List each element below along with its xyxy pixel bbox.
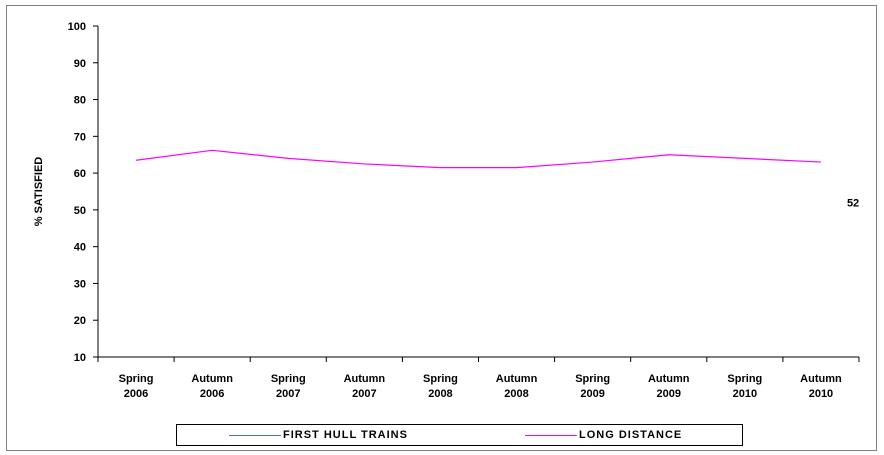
y-tick-label: 30	[74, 278, 86, 290]
x-tick-label: Autumn 2007	[344, 373, 386, 400]
y-tick-label: 40	[74, 242, 86, 254]
legend-item-long-distance: LONG DISTANCE	[525, 425, 682, 445]
y-tick-label: 60	[74, 168, 86, 180]
series-line-1	[135, 149, 821, 169]
legend-swatch-first-hull-trains	[229, 434, 281, 436]
x-tick-label: Autumn 2006	[191, 373, 233, 400]
y-ticks: 10 20 30 40 50 60 70 80 90 100	[68, 21, 98, 364]
x-tick-label: Spring 2006	[119, 373, 154, 400]
chart-frame	[6, 5, 877, 451]
x-tick-label: Autumn 2008	[496, 373, 538, 400]
x-tick-label: Spring 2007	[271, 373, 306, 400]
y-tick-label: 70	[74, 131, 86, 143]
y-tick-label: 50	[74, 205, 86, 217]
legend-label-long-distance: LONG DISTANCE	[579, 429, 683, 441]
x-tick-label: Spring 2009	[575, 373, 610, 400]
legend-item-first-hull-trains: FIRST HULL TRAINS	[229, 425, 408, 445]
y-tick-label: 80	[74, 95, 86, 107]
series-lines	[135, 149, 821, 169]
x-ticks: Spring 2006 Autumn 2006 Spring 2007 Autumn 2007…	[97, 357, 860, 400]
x-tick-label: Autumn 2010	[800, 373, 842, 400]
legend-swatch-long-distance	[525, 434, 577, 436]
y-axis-label: % SATISFIED	[33, 157, 45, 227]
x-tick-label: Spring 2010	[727, 373, 762, 400]
x-tick-label: Spring 2008	[423, 373, 458, 400]
chart-axes	[97, 26, 859, 358]
y-tick-label: 10	[74, 352, 86, 364]
first-hull-trains-end-label: 52	[847, 198, 859, 210]
chart-legend: FIRST HULL TRAINS LONG DISTANCE	[176, 424, 743, 446]
y-tick-label: 20	[74, 315, 86, 327]
y-tick-label: 90	[74, 58, 86, 70]
x-tick-label: Autumn 2009	[648, 373, 690, 400]
y-tick-label: 100	[68, 21, 86, 33]
legend-label-first-hull-trains: FIRST HULL TRAINS	[283, 429, 408, 441]
